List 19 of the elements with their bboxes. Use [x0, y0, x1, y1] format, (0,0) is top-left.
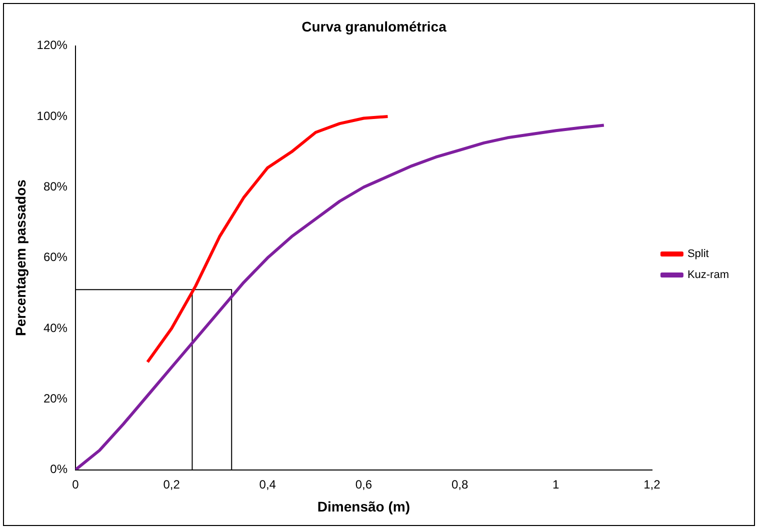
- y-tick-label: 100%: [36, 108, 68, 123]
- y-tick-label: 0%: [50, 462, 68, 476]
- x-tick-label: 0,6: [355, 477, 372, 492]
- y-tick-label: 20%: [43, 391, 68, 406]
- legend-label: Split: [687, 248, 709, 260]
- x-tick-label: 0,8: [451, 477, 468, 492]
- x-tick-label: 0,4: [259, 477, 276, 492]
- x-tick-label: 0: [72, 477, 80, 492]
- x-tick-label: 0,2: [163, 477, 180, 492]
- y-tick-label: 60%: [43, 250, 68, 264]
- x-tick-label: 1,2: [644, 477, 661, 492]
- y-tick-label: 80%: [43, 179, 68, 194]
- y-axis-title: Percentagem passados: [12, 179, 28, 336]
- y-tick-label: 40%: [43, 320, 68, 335]
- chart-title: Curva granulométrica: [302, 18, 447, 34]
- legend-label: Kuz-ram: [687, 269, 729, 282]
- x-axis-title: Dimensão (m): [317, 498, 410, 514]
- y-tick-label: 120%: [36, 38, 68, 52]
- x-tick-label: 1: [552, 477, 560, 492]
